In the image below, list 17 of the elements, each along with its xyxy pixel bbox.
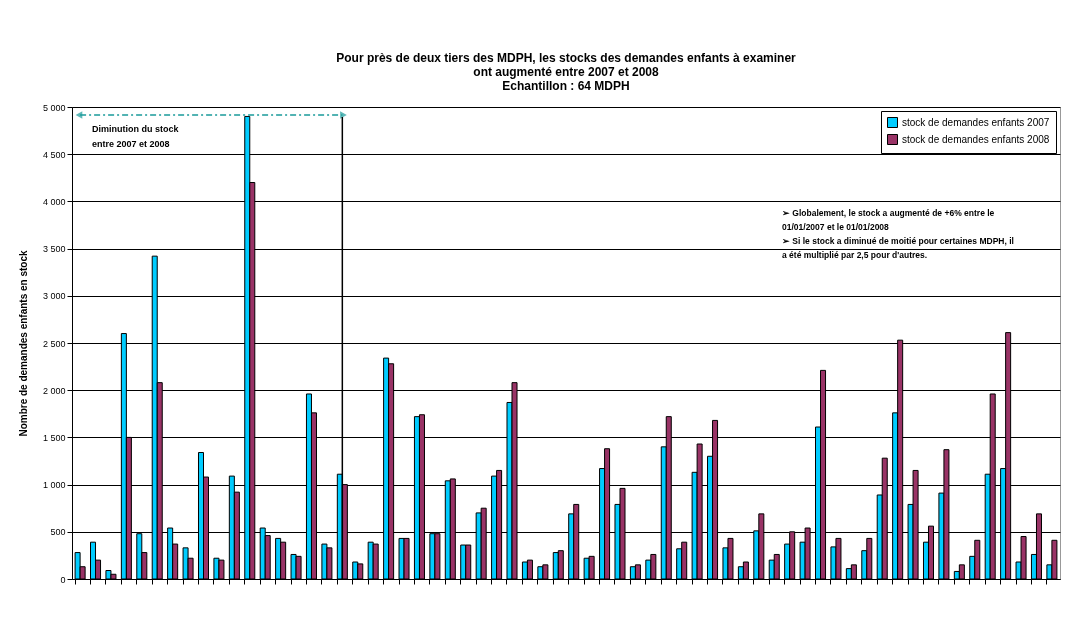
y-tick-label: 1 500 (42, 432, 66, 443)
y-tick-label: 4 000 (42, 196, 66, 207)
y-tick-label: 3 000 (42, 291, 66, 302)
y-tick-label: 5 000 (42, 102, 66, 113)
y-tick-label: 0 (60, 574, 66, 585)
annotation: Diminution du stock entre 2007 et 2008 (92, 124, 180, 149)
y-tick-label: 1 000 (42, 480, 66, 491)
y-tick-label: 500 (50, 527, 66, 538)
chart-title: Pour près de deux tiers des MDPH, les stocks des demandes enfants à examiner ont augmenté entre 2007 et 2008 Echantillon : 64 MDPH (336, 51, 797, 93)
y-tick-label: 4 500 (42, 149, 66, 160)
legend-label: stock de demandes enfants 2007 (902, 116, 1050, 128)
legend-label: stock de demandes enfants 2008 (902, 133, 1050, 145)
y-tick-label: 2 500 (42, 338, 66, 349)
y-tick-label: 3 500 (42, 244, 66, 255)
y-axis-title: Nombre de demandes enfants en stock (17, 249, 29, 437)
annotation: ➢ Globalement, le stock a augmenté de +6% entre le 01/01/2007 et le 01/01/2008 ➢ Si le stock a diminué de moitié pour certaines MDPH, il a été multiplié par 2,5 pour d'autres. (782, 208, 1014, 260)
y-tick-label: 2 000 (42, 385, 66, 396)
